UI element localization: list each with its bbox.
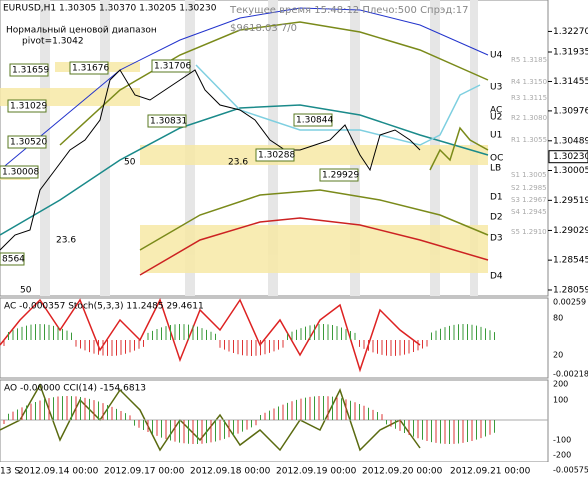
fib-label: 23.6 [56,236,76,246]
symbol: EURUSD,H1 1.30305 1.30370 1.30205 1.3023… [3,4,217,14]
price-box-label: 1.31659 [12,66,49,76]
pivot-label: S3 1.2967 [511,196,547,204]
balance: $9618.03 7/0 [230,23,297,34]
price-box [0,252,25,266]
ao-tick: 100 [553,396,568,405]
ao-title: AO -0.00000 CCI(14) -154.6813 [4,384,146,394]
level-label: U3 [490,83,502,93]
price-box-label: 1.31676 [72,64,109,74]
price-box [9,63,49,77]
price-tick-label: 1.28059 [553,286,588,296]
price-box-label: 8564 [2,255,25,265]
level-label: D3 [490,234,503,244]
price-tick-label: 1.31935 [553,48,588,58]
price-box-label: 1.30831 [150,117,187,127]
level-label: D1 [490,193,503,203]
pivot-label: R1 1.3055 [511,136,547,144]
pivot-label: R2 1.3080 [511,114,547,122]
price-tick-label: 1.30489 [553,136,588,146]
price-box [69,61,109,75]
price-tick-label: 1.29519 [553,196,588,206]
level-label: LB [490,164,501,174]
ao-tick: -200 [553,451,571,460]
ac-panel [0,297,549,379]
date-bar [0,462,588,480]
status: Текущее время 15:48:12 Плечо:500 Спрэд:1… [229,5,468,16]
price-box-label: 1.29929 [322,171,359,181]
price-box-label: 1.30844 [296,116,333,126]
ao-tick: 200 [553,380,568,389]
price-box [151,59,191,73]
price-box [293,113,333,127]
price-box-label: 1.30288 [258,151,295,161]
price-tick-label: 1.31455 [553,77,588,87]
ac-tick: 0.00259 [553,298,586,307]
level-label: U4 [490,51,503,61]
price-box [0,165,39,179]
date-label: 2012.09.19 00:00 [276,467,357,477]
date-label: 13 S [0,467,20,477]
price-box [255,148,295,162]
fib-label: 23.6 [228,158,248,168]
price-line [0,69,421,251]
current-price: 1.30230 [553,152,588,162]
level-label: U2 [490,113,502,123]
price-tick-label: 1.30976 [553,106,588,116]
ac-tick: 80 [553,314,563,323]
price-box [7,135,47,149]
range-title: Нормальный ценовой диапазон [6,26,157,36]
pivot-label: S5 1.2910 [511,228,547,236]
pivot-label: S4 1.2945 [511,208,547,216]
price-tick-label: 1.30005 [553,166,588,176]
current-price-box [548,150,588,164]
indicator-lines [0,7,489,276]
date-label: 2012.09.17 00:00 [104,467,185,477]
price-box-label: 1.30008 [2,168,39,178]
price-tick-label: 1.32270 [553,27,588,37]
level-label: U1 [490,131,502,141]
price-box [319,168,359,182]
ao-tick: -0.00575 [553,466,588,475]
price-box-label: 1.31029 [10,102,47,112]
level-label: AC [490,106,502,116]
level-label: D2 [490,213,503,223]
price-box-label: 1.30520 [10,138,47,148]
price-box [147,114,187,128]
date-label: 2012.09.20 00:00 [362,467,443,477]
price-tick-label: 1.28545 [553,256,588,266]
pivot: pivot=1.3042 [22,37,84,47]
price-box [7,99,47,113]
price-tick-label: 1.29029 [553,226,588,236]
ac-tick: 20 [553,351,563,360]
fib-label: 50 [20,286,32,296]
fib-label: 50 [124,158,136,168]
price-box-label: 1.31706 [154,62,191,72]
level-label: D4 [490,272,503,282]
ac-title: AC -0.000357 Stoch(5,3,3) 11.2485 29.461… [4,302,204,312]
date-label: 2012.09.21 00:00 [450,467,531,477]
pivot-label: S1 1.3005 [511,171,547,179]
ao-tick: -100 [553,436,571,445]
level-label: OC [490,154,503,164]
pivot-label: S2 1.2985 [511,184,547,192]
pivot-label: R5 1.3185 [511,56,547,64]
ac-tick: -0.00218 [553,370,588,379]
pivot-label: R4 1.3150 [511,78,547,86]
date-label: 2012.09.14 00:00 [18,467,99,477]
ao-panel [0,379,549,463]
pivot-label: R3 1.3115 [511,94,547,102]
date-label: 2012.09.18 00:00 [190,467,271,477]
